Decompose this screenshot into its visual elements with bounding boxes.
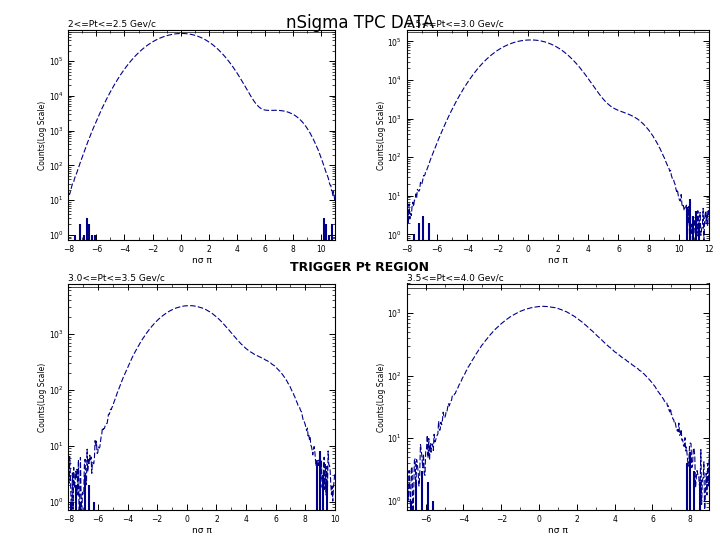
X-axis label: nσ π: nσ π	[192, 255, 212, 265]
Y-axis label: Counts(Log Scale): Counts(Log Scale)	[377, 100, 386, 170]
X-axis label: nσ π: nσ π	[548, 525, 568, 535]
X-axis label: nσ π: nσ π	[548, 255, 568, 265]
Text: TRIGGER Pt REGION: TRIGGER Pt REGION	[290, 261, 430, 274]
Y-axis label: Counts(Log Scale): Counts(Log Scale)	[38, 362, 48, 431]
Text: 2<=Pt<=2.5 Gev/c: 2<=Pt<=2.5 Gev/c	[68, 20, 156, 29]
Text: 3.5<=Pt<=4.0 Gev/c: 3.5<=Pt<=4.0 Gev/c	[407, 274, 503, 283]
Text: 2.5<=Pt<=3.0 Gev/c: 2.5<=Pt<=3.0 Gev/c	[407, 20, 503, 29]
Y-axis label: Counts(Log Scale): Counts(Log Scale)	[377, 362, 386, 431]
Text: 3.0<=Pt<=3.5 Gev/c: 3.0<=Pt<=3.5 Gev/c	[68, 274, 166, 283]
X-axis label: nσ π: nσ π	[192, 525, 212, 535]
Y-axis label: Counts(Log Scale): Counts(Log Scale)	[38, 100, 48, 170]
Text: nSigma TPC DATA: nSigma TPC DATA	[286, 14, 434, 31]
